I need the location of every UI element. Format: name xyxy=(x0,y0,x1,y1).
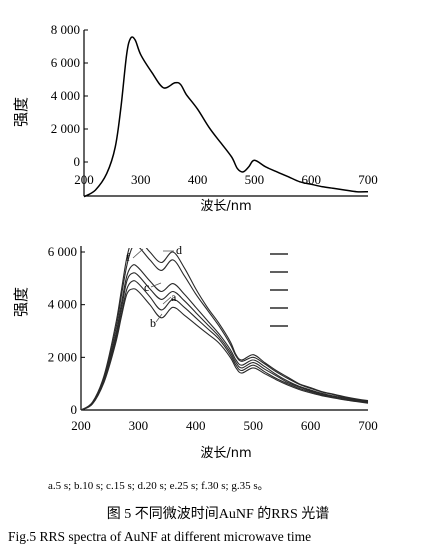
x-tick-label: 700 xyxy=(358,172,378,187)
y-tick-label: 6 000 xyxy=(51,55,80,70)
chart-bottom: 0 2 000 4 000 6 000 200 300 400 500 600 700 强度 波… xyxy=(12,243,378,461)
curve-label-f: f xyxy=(126,250,130,264)
y-tick-label: 0 xyxy=(74,154,81,169)
x-tick-label: 400 xyxy=(186,418,206,433)
y-tick-label: 4 000 xyxy=(51,88,80,103)
x-tick-label: 500 xyxy=(245,172,265,187)
annotation-arrow-a xyxy=(162,296,172,305)
x-tick-label: 400 xyxy=(188,172,208,187)
x-tick-label: 500 xyxy=(243,418,263,433)
top-y-axis-label: 强度 xyxy=(12,97,30,127)
bottom-y-axis-label: 强度 xyxy=(12,287,30,317)
series-line xyxy=(81,288,369,411)
annotation-arrow-f xyxy=(132,248,144,259)
legend-text: a.5 s; b.10 s; c.15 s; d.20 s; e.25 s; f… xyxy=(48,480,269,492)
x-tick-label: 700 xyxy=(358,418,378,433)
bottom-x-axis-label: 波长/nm xyxy=(200,446,251,461)
series-line xyxy=(81,280,369,411)
top-x-axis-label: 波长/nm xyxy=(200,199,251,214)
x-tick-label: 200 xyxy=(74,172,94,187)
caption-chinese: 图 5 不同微波时间AuNF 的RRS 光谱 xyxy=(107,506,329,522)
x-tick-label: 600 xyxy=(301,418,321,433)
annotation-arrow-c xyxy=(150,282,162,288)
curve-label-b: b xyxy=(150,316,156,330)
curve-annotations: f d c a b xyxy=(126,243,182,330)
curve-label-d: d xyxy=(176,243,182,257)
curve-label-c: c xyxy=(144,280,149,294)
legend-swatches xyxy=(270,253,288,327)
y-tick-label: 2 000 xyxy=(48,349,77,364)
x-tick-label: 300 xyxy=(131,172,151,187)
curve-label-a: a xyxy=(171,290,177,304)
y-tick-label: 2 000 xyxy=(51,121,80,136)
annotation-arrow-b xyxy=(155,313,163,323)
caption-english: Fig.5 RRS spectra of AuNF at different m… xyxy=(8,529,311,544)
y-tick-label: 0 xyxy=(71,402,78,417)
series-line xyxy=(81,248,369,411)
series-line xyxy=(81,272,369,411)
y-tick-label: 8 000 xyxy=(51,22,80,37)
x-tick-label: 300 xyxy=(129,418,149,433)
series-line xyxy=(83,36,369,198)
series-line xyxy=(81,248,369,411)
y-tick-label: 6 000 xyxy=(48,244,77,259)
x-tick-label: 200 xyxy=(71,418,91,433)
series-line xyxy=(81,264,369,411)
y-tick-label: 4 000 xyxy=(48,297,77,312)
